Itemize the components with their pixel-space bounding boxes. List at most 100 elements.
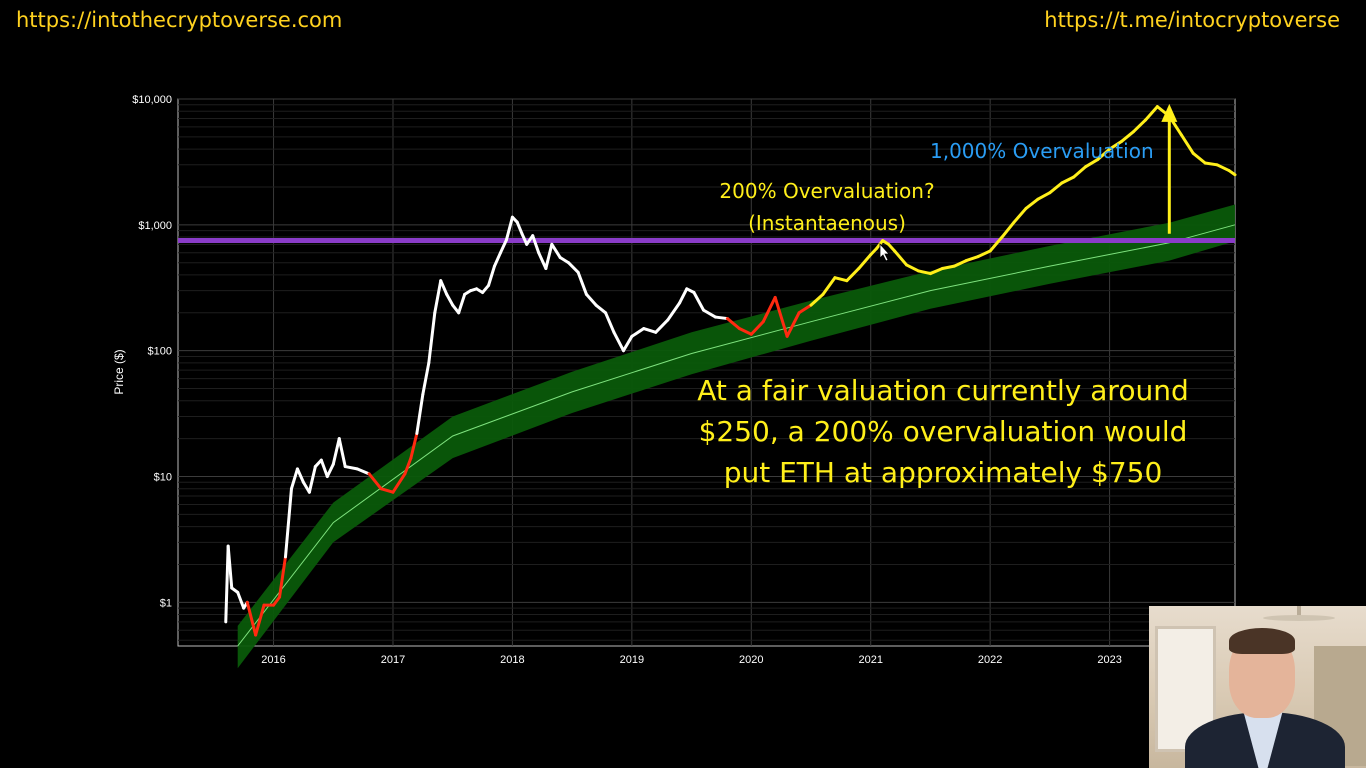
price-segment (337, 437, 347, 469)
price-segment (976, 249, 992, 259)
mouse-cursor-icon (879, 242, 890, 262)
price-segment (409, 431, 419, 460)
note-line-1: At a fair valuation currently around (697, 374, 1188, 407)
price-segment (678, 287, 689, 305)
price-segment (504, 215, 514, 242)
price-segment (916, 269, 932, 276)
price-segment (964, 255, 980, 263)
annotation-200-overvaluation: 200% Overvaluation? (719, 179, 934, 203)
x-tick-label: 2017 (381, 654, 405, 666)
price-segment (584, 292, 598, 307)
price-segment (1203, 161, 1219, 167)
presenter-webcam (1149, 606, 1366, 768)
price-segment (713, 315, 729, 321)
telegram-url[interactable]: https://t.me/intocryptoverse (1044, 8, 1340, 32)
x-tick-label: 2018 (500, 654, 524, 666)
y-tick-label: $1,000 (138, 220, 172, 232)
price-segment (1000, 220, 1016, 239)
price-segment (785, 311, 801, 338)
price-segment (1191, 151, 1207, 165)
fair-value-band (237, 204, 1235, 669)
y-tick-label: $10 (154, 472, 172, 484)
annotation-1000-overvaluation: 1,000% Overvaluation (930, 139, 1154, 163)
price-segment (515, 220, 524, 236)
price-segment (642, 327, 658, 334)
price-segment (544, 242, 554, 270)
price-segment (702, 308, 717, 319)
price-segment (1012, 206, 1028, 224)
website-url[interactable]: https://intothecryptoverse.com (16, 8, 343, 32)
price-segment (576, 270, 588, 296)
fair-value-line (237, 224, 1236, 647)
price-segment (307, 465, 317, 494)
price-segment (773, 295, 789, 338)
price-segment (391, 472, 407, 494)
price-segment (1036, 191, 1052, 201)
x-axis-ticks: 2016 2017 2018 2019 2020 2021 2022 2023 (261, 654, 1122, 666)
price-segment (236, 590, 246, 610)
price-segment (1060, 175, 1076, 185)
price-segment (1096, 147, 1112, 162)
price-segment (940, 264, 956, 270)
price-segment (725, 317, 741, 331)
price-segment (988, 235, 1004, 253)
x-tick-label: 2021 (858, 654, 882, 666)
price-segment (630, 327, 646, 338)
price-segment (457, 292, 467, 315)
price-segment (761, 295, 777, 324)
arrow-head (1161, 103, 1178, 122)
price-segment (1048, 181, 1064, 195)
price-segment (821, 276, 837, 296)
price-segment (621, 334, 634, 353)
price-segment (1179, 133, 1195, 155)
price-segment (226, 544, 234, 590)
price-segment (355, 467, 371, 476)
price-segment (245, 600, 258, 637)
y-tick-label: $100 (148, 346, 172, 358)
price-segment (379, 487, 395, 494)
price-segment (692, 290, 706, 312)
price-segment (1024, 197, 1040, 210)
price-segment (445, 292, 455, 307)
price-segment (531, 234, 541, 255)
note-line-3: put ETH at approximately $750 (724, 456, 1163, 489)
price-segment (433, 279, 443, 315)
price-segment (1120, 130, 1135, 143)
grid (178, 98, 1235, 646)
overvaluation-arrow (1161, 103, 1178, 234)
price-segment (1108, 139, 1124, 151)
price-segment (612, 330, 625, 353)
note-line-2: $250, a 200% overvaluation would (699, 415, 1188, 448)
price-segment (1227, 169, 1237, 177)
price-segment (737, 327, 753, 336)
x-tick-label: 2023 (1097, 654, 1121, 666)
price-segment (604, 311, 616, 334)
price-segment (654, 318, 670, 334)
y-tick-label: $1 (160, 597, 172, 609)
price-segment (520, 232, 529, 246)
y-tick-label: $10,000 (132, 94, 172, 106)
price-segment (550, 242, 562, 260)
price-segment (481, 283, 491, 294)
presenter-hair (1229, 628, 1295, 654)
price-segment (367, 472, 383, 491)
price-segment (845, 266, 861, 283)
price-segment (254, 603, 266, 637)
price-segment (594, 303, 608, 315)
price-segment (427, 311, 437, 365)
price-segment (666, 301, 682, 322)
price-series (224, 105, 1237, 637)
plot-area (177, 98, 1236, 647)
price-segment (537, 251, 548, 270)
price-segment (893, 249, 909, 267)
ceiling-fan-icon (1263, 606, 1335, 621)
price-segment (319, 458, 329, 479)
price-segment (295, 467, 305, 484)
price-segment (797, 303, 813, 315)
x-tick-label: 2020 (739, 654, 763, 666)
price-segment (403, 456, 413, 476)
price-segment (558, 256, 571, 265)
price-segment (833, 276, 849, 283)
price-segment (1072, 165, 1088, 179)
y-axis-ticks: $1 $10 $100 $1,000 $10,000 (132, 94, 172, 609)
